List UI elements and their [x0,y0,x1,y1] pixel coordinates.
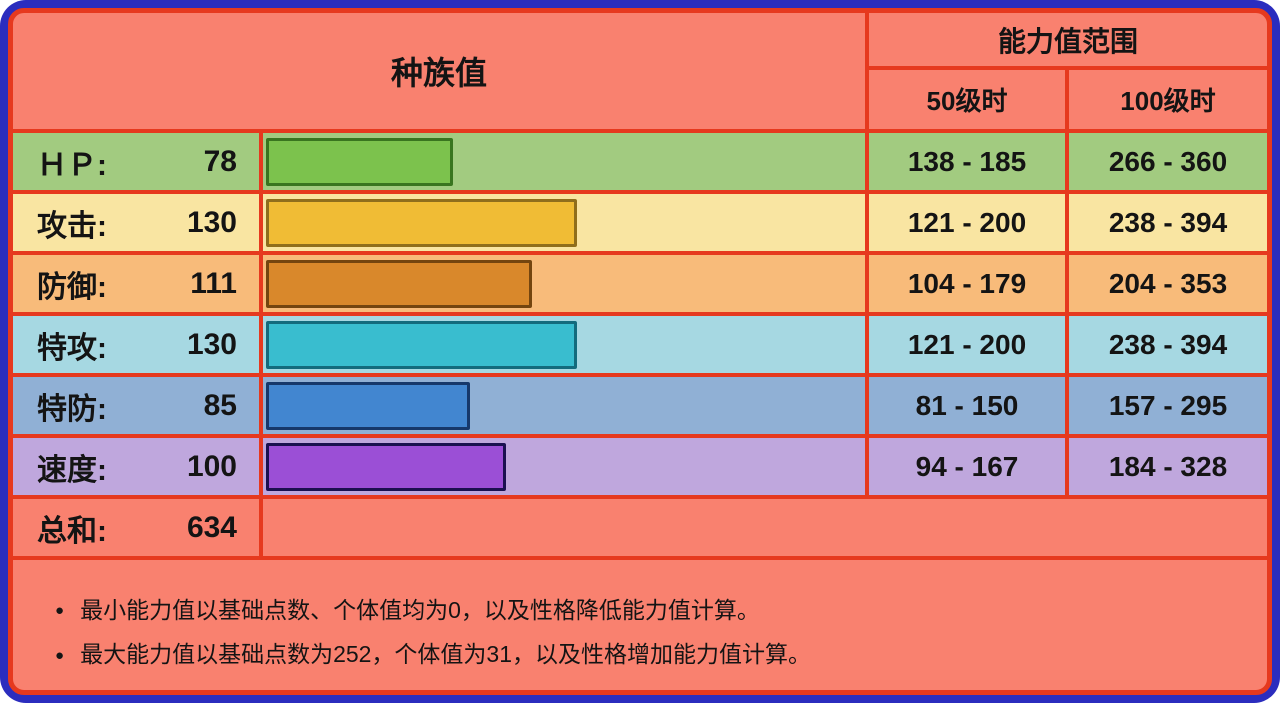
stat-bar [266,198,578,247]
range-100: 204 - 353 [1108,267,1228,299]
stat-label: 特防: [37,392,107,426]
bullet-icon: ● [55,646,65,664]
stat-label-cell: 速度: 100 [13,438,263,495]
stat-bar [266,137,453,186]
stat-row: 攻击: 130 121 - 200 238 - 394 [13,190,1267,251]
range-50: 81 - 150 [869,377,1069,434]
note-min-text: 最小能力值以基础点数、个体值均为0，以及性格降低能力值计算。 [80,596,760,623]
range-100: 157 - 295 [1108,389,1228,421]
total-label-cell: 总和: 634 [13,499,263,556]
stat-label: 特攻: [37,331,107,365]
base-stats-table: 种族值 能力值范围 50级时 100级时 ＨＰ: 78 138 - 185 26… [8,8,1272,695]
range-100: 266 - 360 [1108,145,1228,177]
stat-row: 防御: 111 104 - 179 204 - 353 [13,251,1267,312]
header-range-title: 能力值范围 [997,25,1138,57]
stat-bar-cell [263,377,869,434]
stat-row: 特攻: 130 121 - 200 238 - 394 [13,312,1267,373]
total-value: 634 [186,510,237,544]
total-label: 总和: [37,514,107,548]
range-50: 138 - 185 [869,133,1069,190]
stat-label: 攻击: [37,209,107,243]
stat-value: 100 [186,449,237,483]
total-row: 总和: 634 [13,495,1267,556]
stat-value: 130 [186,327,237,361]
stat-label: 防御: [37,270,107,304]
stat-bar-cell [263,133,869,190]
range-100: 238 - 394 [1108,328,1228,360]
footnotes: ● 最小能力值以基础点数、个体值均为0，以及性格降低能力值计算。 ● 最大能力值… [13,556,1267,686]
total-empty-cell [263,499,1267,556]
stat-bar-cell [263,194,869,251]
table-header: 种族值 能力值范围 50级时 100级时 [13,13,1267,129]
header-level-columns: 50级时 100级时 [869,66,1267,129]
header-level-100: 100级时 [1120,86,1216,116]
stat-label-cell: 特防: 85 [13,377,263,434]
stat-bar-cell [263,255,869,312]
range-100: 238 - 394 [1108,206,1228,238]
range-50: 104 - 179 [869,255,1069,312]
stat-bar [266,442,506,491]
stat-label-cell: 攻击: 130 [13,194,263,251]
stat-value: 85 [203,388,237,422]
stat-label-cell: 防御: 111 [13,255,263,312]
range-100: 184 - 328 [1108,450,1228,482]
range-50: 94 - 167 [869,438,1069,495]
header-range-group: 能力值范围 50级时 100级时 [869,13,1267,129]
stat-label: 速度: [37,453,107,487]
stat-rows: ＨＰ: 78 138 - 185 266 - 360 攻击: 130 121 -… [13,129,1267,495]
bullet-icon: ● [55,602,65,620]
note-max-text: 最大能力值以基础点数为252，个体值为31，以及性格增加能力值计算。 [80,641,812,668]
range-50: 121 - 200 [869,194,1069,251]
stat-row: 速度: 100 94 - 167 184 - 328 [13,434,1267,495]
stat-value: 78 [203,144,237,178]
range-50: 121 - 200 [869,316,1069,373]
header-base-stats: 种族值 [13,13,869,129]
stat-bar [266,259,532,308]
stat-label-cell: 特攻: 130 [13,316,263,373]
stat-row: ＨＰ: 78 138 - 185 266 - 360 [13,129,1267,190]
stat-bar-cell [263,316,869,373]
header-level-50: 50级时 [869,70,1069,129]
stat-label: ＨＰ: [37,148,107,182]
stat-value: 130 [186,205,237,239]
stat-value: 111 [190,266,237,300]
stat-bar [266,381,470,430]
note-max: ● 最大能力值以基础点数为252，个体值为31，以及性格增加能力值计算。 [55,641,1237,669]
stat-row: 特防: 85 81 - 150 157 - 295 [13,373,1267,434]
note-min: ● 最小能力值以基础点数、个体值均为0，以及性格降低能力值计算。 [55,597,1237,625]
stat-bar [266,320,578,369]
stat-label-cell: ＨＰ: 78 [13,133,263,190]
stat-bar-cell [263,438,869,495]
